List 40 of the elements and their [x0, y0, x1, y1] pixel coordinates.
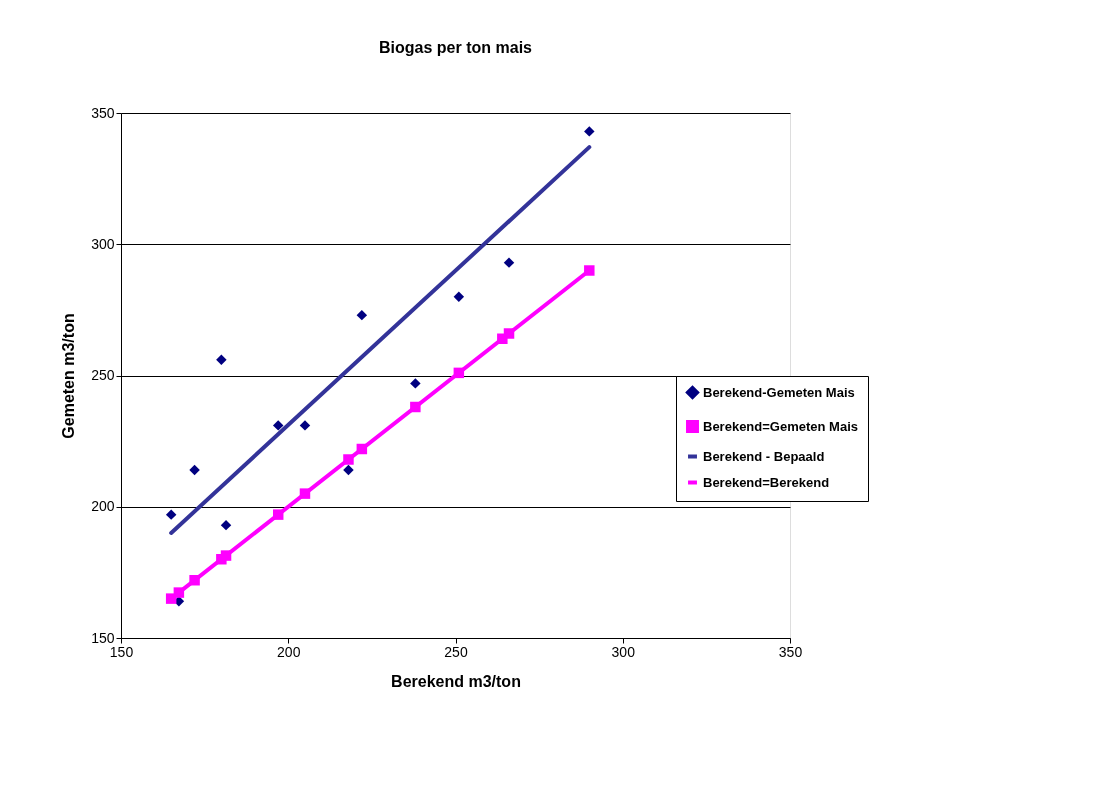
x-tick-label: 200 [277, 643, 301, 660]
x-tick-label: 150 [109, 643, 134, 660]
point [216, 354, 227, 365]
y-tick-label: 350 [91, 104, 115, 121]
y-tick-label: 250 [91, 367, 115, 383]
point [584, 126, 595, 137]
point [356, 443, 368, 455]
point [503, 257, 515, 268]
point [173, 587, 185, 598]
point [410, 401, 421, 413]
legend-label: Berekend-Gemeten Mais [703, 384, 855, 400]
x-tick-label: 250 [444, 643, 468, 660]
point [343, 454, 354, 465]
point [453, 291, 465, 302]
legend-label: Berekend=Gemeten Mais [703, 418, 858, 434]
point [272, 420, 284, 431]
point [343, 464, 354, 476]
y-tick-label: 150 [91, 629, 115, 646]
point [503, 328, 515, 339]
point [189, 464, 200, 476]
point [189, 575, 200, 586]
x-axis-title: Berekend m3/ton [391, 672, 521, 690]
chart-title: Biogas per ton mais [379, 39, 533, 56]
point [220, 550, 232, 561]
y-tick-label: 300 [91, 235, 115, 252]
point [453, 367, 465, 379]
point [272, 509, 284, 520]
y-axis-title: Gemeten m3/ton [60, 313, 78, 439]
point [584, 265, 595, 276]
legend-label: Berekend=Berekend [703, 474, 830, 490]
point [165, 509, 177, 520]
point [299, 420, 311, 431]
point [299, 488, 311, 499]
point [410, 378, 421, 389]
legend-label: Berekend - Bepaald [703, 448, 825, 464]
point [220, 519, 232, 531]
x-tick-label: 350 [778, 643, 803, 660]
y-tick-label: 200 [91, 498, 115, 515]
x-tick-label: 300 [611, 643, 636, 660]
point [356, 309, 368, 321]
